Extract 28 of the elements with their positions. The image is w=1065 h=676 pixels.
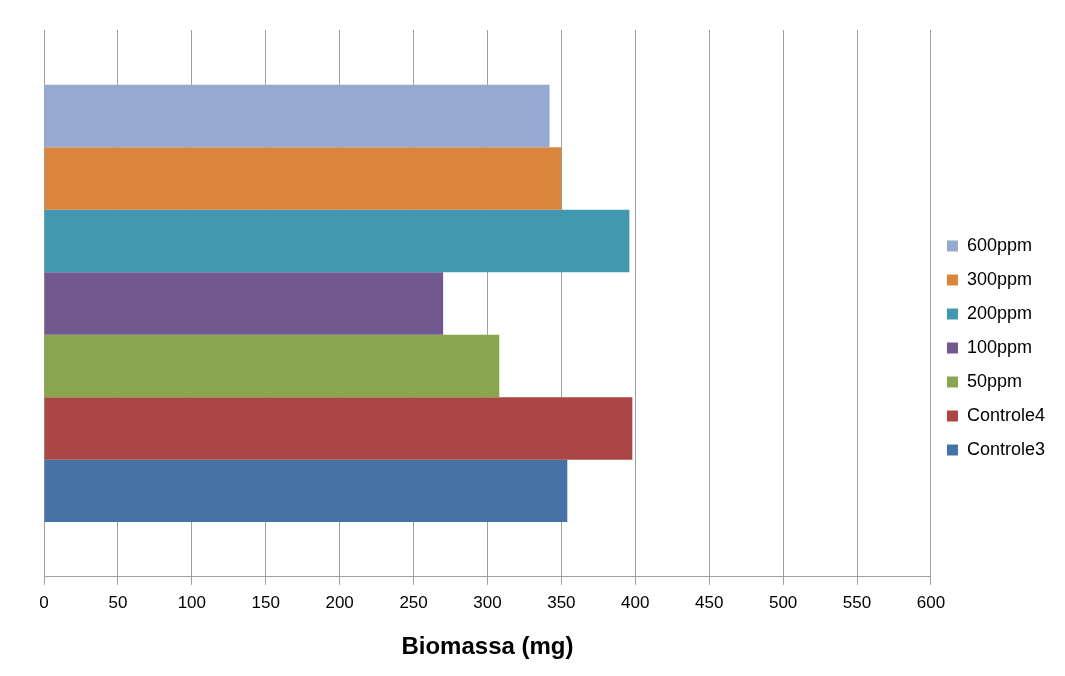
- bar: [44, 84, 550, 148]
- x-tick-label: 550: [842, 592, 872, 612]
- x-tick-label: 350: [547, 592, 576, 612]
- x-tick-label: 250: [399, 592, 428, 612]
- x-tick-label: 200: [325, 592, 354, 612]
- legend-label: 100ppm: [966, 336, 1033, 357]
- bar: [44, 209, 630, 273]
- legend-label: 50ppm: [966, 370, 1022, 391]
- bar: [44, 334, 500, 398]
- x-tick-label: 500: [768, 592, 798, 612]
- legend-label: Controle4: [966, 404, 1045, 425]
- bar: [44, 459, 568, 523]
- legend-label: Controle3: [966, 438, 1045, 459]
- x-tick-label: 400: [621, 592, 650, 612]
- x-tick-label: 0: [39, 592, 49, 612]
- x-tick-label: 150: [251, 592, 280, 612]
- x-tick-label: 300: [473, 592, 502, 612]
- x-tick-label: 600: [916, 592, 946, 612]
- legend-label: 600ppm: [966, 234, 1033, 255]
- bar: [44, 397, 633, 460]
- x-tick-label: 100: [177, 592, 207, 612]
- legend-label: 300ppm: [966, 268, 1033, 289]
- legend-label: 200ppm: [966, 302, 1033, 323]
- bar: [44, 147, 562, 210]
- x-tick-label: 50: [108, 592, 128, 612]
- x-tick-label: 450: [695, 592, 724, 612]
- bar: [44, 272, 444, 335]
- x-axis-title: Biomassa (mg): [401, 632, 574, 660]
